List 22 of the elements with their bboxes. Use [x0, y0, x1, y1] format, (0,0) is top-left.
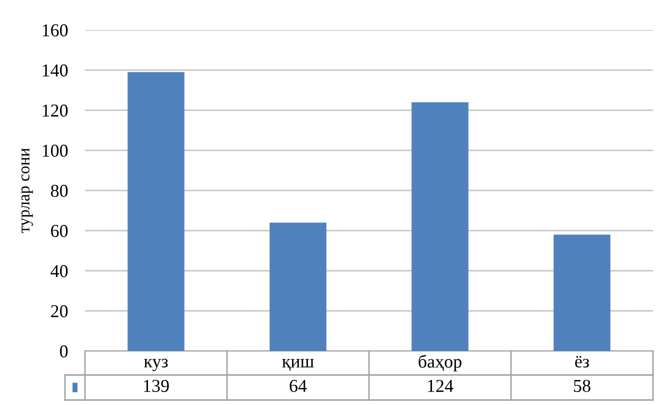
bar [270, 222, 326, 351]
data-label: 58 [574, 380, 590, 392]
bar [412, 102, 468, 351]
bar [554, 234, 610, 351]
data-label: 124 [428, 380, 454, 392]
y-axis-title: турлар сони [21, 148, 33, 233]
y-tick-label: 40 [50, 265, 68, 278]
y-tick-label: 0 [60, 345, 68, 358]
x-tick-label: ёз [575, 356, 589, 368]
data-label: 64 [290, 380, 307, 392]
y-tick-label: 160 [42, 24, 68, 36]
bar [128, 72, 184, 351]
data-label: 139 [144, 380, 169, 392]
x-tick-label: куз [144, 358, 168, 372]
y-tick-label: 120 [42, 104, 68, 117]
y-tick-label: 80 [50, 184, 68, 197]
y-tick-label: 20 [51, 305, 68, 318]
x-tick-label: қиш [282, 359, 314, 371]
x-tick-label: баҳор [418, 354, 462, 372]
y-tick-label: 60 [51, 224, 68, 238]
y-tick-label: 100 [42, 144, 68, 157]
y-tick-label: 140 [42, 64, 68, 77]
